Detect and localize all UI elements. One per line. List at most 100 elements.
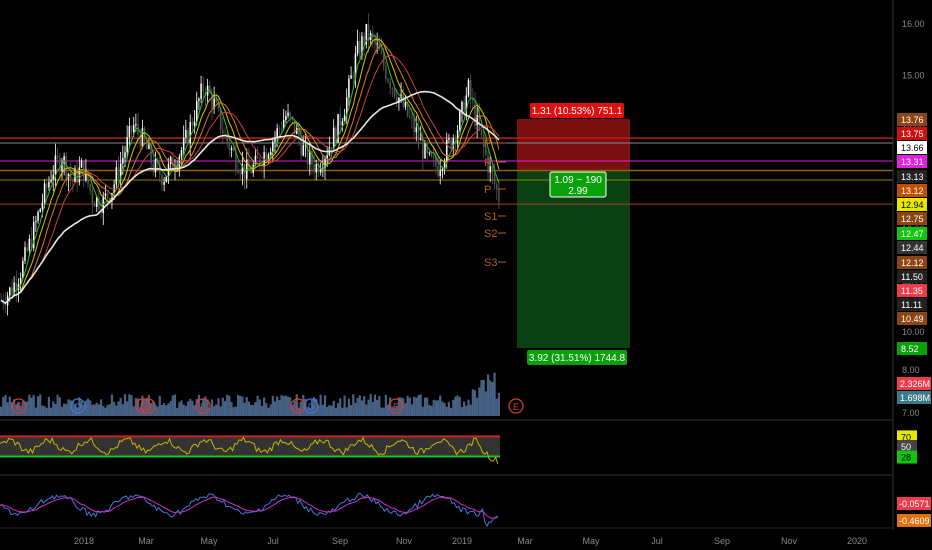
price-marker: 13.75 — [897, 127, 927, 140]
volume-bar — [389, 397, 392, 416]
candle-body — [45, 183, 48, 188]
volume-marker: 1.698M — [897, 391, 931, 404]
volume-bar — [167, 403, 170, 416]
volume-bar — [308, 407, 311, 416]
candle-body — [456, 130, 459, 143]
candle-body — [15, 282, 18, 290]
candle-body — [98, 196, 100, 210]
pivot-label: S2 — [484, 228, 497, 240]
svg-text:2.99: 2.99 — [568, 186, 588, 197]
svg-text:12.75: 12.75 — [901, 214, 924, 224]
candle-body — [280, 128, 283, 130]
earnings-marker[interactable]: E — [135, 398, 151, 414]
svg-text:50: 50 — [901, 442, 911, 452]
svg-text:12.44: 12.44 — [901, 243, 924, 253]
pivot-label: P — [484, 138, 491, 150]
volume-bar — [169, 400, 172, 416]
volume-bar — [458, 396, 461, 416]
candle-body — [467, 80, 470, 96]
earnings-marker[interactable]: E — [11, 398, 27, 414]
candle-body — [104, 193, 107, 197]
earnings-marker[interactable]: E — [508, 398, 524, 414]
volume-bar — [91, 404, 94, 416]
volume-bar — [86, 398, 90, 416]
candle-body — [289, 112, 291, 118]
candle-body — [389, 82, 391, 89]
volume-bar — [239, 395, 242, 416]
candle-body — [298, 128, 300, 139]
price-tick-label: 16.00 — [902, 19, 925, 29]
earnings-marker[interactable]: E — [195, 398, 211, 414]
price-marker: 13.31 — [897, 155, 927, 168]
volume-bar — [69, 400, 72, 416]
candle-body — [452, 138, 455, 149]
stop-loss-zone[interactable] — [517, 119, 630, 171]
time-tick-label: 2018 — [74, 536, 94, 546]
volume-bar — [2, 397, 5, 416]
svg-text:E: E — [393, 402, 399, 412]
price-axis: 16.0015.0014.0013.0012.0011.0010.009.001… — [892, 0, 931, 530]
volume-bar — [393, 407, 396, 416]
dividend-marker[interactable]: D — [70, 398, 86, 414]
price-marker: 11.11 — [897, 298, 927, 311]
candle-body — [335, 127, 337, 143]
candle-body — [11, 287, 13, 295]
volume-bar — [52, 401, 55, 416]
volume-bar — [441, 401, 444, 416]
volume-bar — [463, 401, 466, 416]
candle-body — [48, 181, 50, 188]
candle-body — [22, 260, 24, 278]
rsi-level-label: 28 — [897, 450, 917, 464]
volume-bar — [378, 396, 381, 416]
dividend-marker[interactable]: D — [303, 398, 319, 414]
volume-bar — [110, 394, 114, 416]
candle-body — [276, 128, 278, 138]
candle-body — [154, 159, 157, 173]
volume-bar — [391, 406, 394, 416]
volume-bar — [76, 407, 79, 416]
candle-body — [17, 283, 20, 290]
price-tick-label: 15.00 — [902, 70, 925, 80]
volume-bar — [160, 404, 164, 416]
volume-bar — [80, 401, 83, 416]
volume-bar — [189, 398, 192, 416]
svg-text:13.12: 13.12 — [901, 186, 924, 196]
candle-body — [150, 144, 152, 164]
candle-body — [367, 23, 370, 41]
candle-body — [30, 238, 33, 249]
volume-bar — [215, 404, 218, 416]
volume-bar — [282, 396, 285, 416]
volume-bar — [280, 394, 283, 416]
candle-body — [441, 169, 444, 171]
volume-bar — [297, 407, 300, 416]
candle-body — [278, 128, 281, 130]
candle-body — [61, 163, 63, 171]
volume-bar — [482, 379, 485, 416]
volume-bar — [495, 398, 498, 416]
volume-bar — [284, 395, 287, 416]
earnings-marker[interactable]: E — [388, 398, 404, 414]
candle-body — [106, 193, 109, 199]
volume-bar — [406, 395, 409, 416]
candle-body — [141, 128, 144, 147]
volume-bar — [302, 395, 305, 416]
volume-bar — [191, 400, 194, 416]
take-profit-zone[interactable] — [517, 170, 630, 348]
candle-body — [443, 162, 446, 170]
candle-body — [330, 147, 333, 149]
candle-body — [245, 159, 248, 179]
risk-label[interactable]: 1.31 (10.53%) 751.1 — [530, 103, 624, 118]
volume-bar — [21, 401, 24, 416]
candle-body — [361, 36, 363, 56]
volume-bar — [28, 394, 31, 416]
volume-bar — [84, 400, 87, 416]
earnings-marker[interactable]: E — [290, 398, 306, 414]
time-tick-label: Nov — [781, 536, 798, 546]
volume-bar — [58, 397, 61, 416]
earnings-marker[interactable]: E — [140, 398, 156, 414]
volume-bar — [241, 396, 244, 416]
reward-label[interactable]: 3.92 (31.51%) 1744.8 — [527, 350, 627, 365]
volume-bar — [313, 397, 316, 416]
candle-body — [480, 129, 483, 136]
